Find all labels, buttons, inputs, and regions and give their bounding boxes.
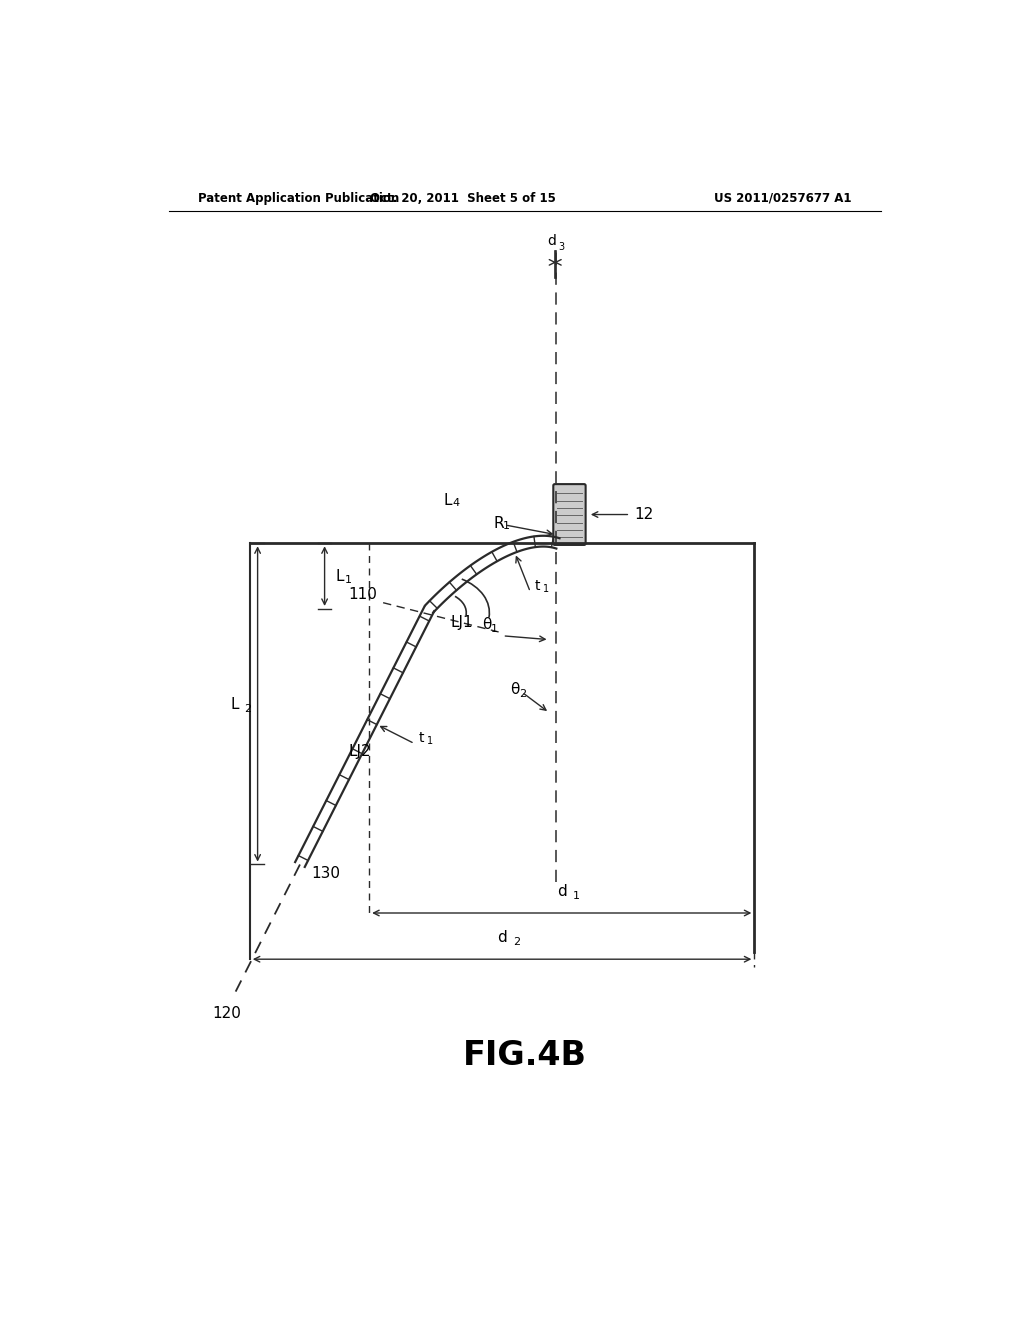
Text: 2: 2	[519, 689, 526, 700]
Text: 120: 120	[213, 1006, 242, 1020]
Text: t: t	[535, 579, 540, 593]
Text: FIG.4B: FIG.4B	[463, 1039, 587, 1072]
Text: 3: 3	[558, 242, 564, 252]
Text: 110: 110	[348, 587, 378, 602]
Text: d: d	[557, 884, 566, 899]
Text: t: t	[419, 730, 424, 744]
Text: θ: θ	[481, 616, 492, 632]
Text: 2: 2	[513, 937, 520, 948]
Text: L: L	[230, 697, 239, 711]
Text: 1: 1	[573, 891, 581, 902]
Text: 12: 12	[634, 507, 653, 521]
Text: 1: 1	[543, 583, 549, 594]
Text: θ: θ	[510, 682, 519, 697]
Text: 1: 1	[490, 624, 498, 634]
Text: 2: 2	[244, 704, 251, 714]
Text: R: R	[494, 516, 504, 531]
Text: 1: 1	[345, 576, 351, 585]
Text: 1: 1	[427, 735, 433, 746]
Text: d: d	[547, 235, 556, 248]
Text: d: d	[497, 931, 507, 945]
Text: 1: 1	[503, 521, 510, 531]
Text: Patent Application Publication: Patent Application Publication	[199, 191, 399, 205]
FancyBboxPatch shape	[553, 484, 586, 545]
Text: L: L	[336, 569, 344, 583]
Text: LJ2: LJ2	[348, 743, 371, 759]
Text: Oct. 20, 2011  Sheet 5 of 15: Oct. 20, 2011 Sheet 5 of 15	[371, 191, 556, 205]
Text: L: L	[443, 492, 452, 508]
Text: LJ1: LJ1	[451, 615, 473, 630]
Text: 130: 130	[311, 866, 341, 882]
Text: 4: 4	[453, 498, 460, 508]
Text: US 2011/0257677 A1: US 2011/0257677 A1	[714, 191, 851, 205]
